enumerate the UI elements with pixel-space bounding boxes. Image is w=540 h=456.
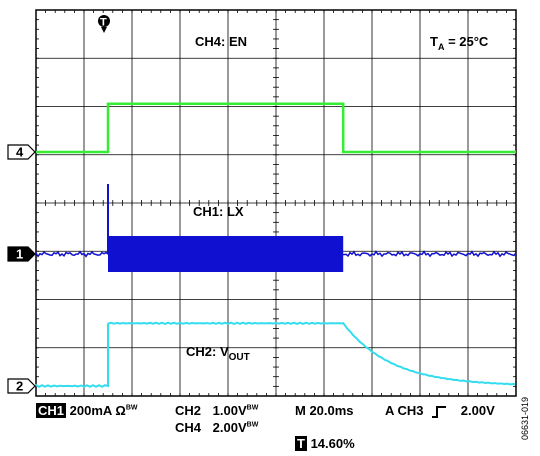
- trigger-position: T 14.60%: [295, 436, 355, 451]
- trigger-level: 2.00V: [460, 403, 495, 418]
- channel-marker-shape: [7, 144, 36, 160]
- channel-marker-label: 1: [16, 247, 23, 262]
- ch1-label: CH1: LX: [193, 204, 244, 219]
- bw-mark: BW: [246, 421, 259, 429]
- temperature-annotation-value: = 25°C: [444, 34, 488, 49]
- timebase: M 20.0ms: [295, 403, 354, 418]
- trigger-position-value: 14.60%: [310, 436, 355, 451]
- channel-4-marker: 4: [7, 144, 36, 160]
- bw-mark: BW: [125, 404, 138, 412]
- ch1-lx-burst: [108, 236, 344, 272]
- rising-edge-icon: [432, 405, 447, 418]
- ch4-scale: 2.00V: [212, 420, 247, 435]
- channel-1-marker: 1: [7, 246, 36, 262]
- trigger-marker-icon: [98, 15, 110, 27]
- trigger-source: A CH3 2.00V: [385, 403, 495, 418]
- trigger-arrow-icon: [101, 27, 107, 33]
- ch2-status: CH2 1.00VBW: [175, 403, 258, 418]
- ch2-label: CH2: [175, 403, 202, 418]
- temperature-annotation-sub: A: [438, 42, 445, 52]
- temperature-annotation: TA = 25°C: [430, 34, 489, 52]
- trigger-t-icon: T: [295, 436, 307, 451]
- ch4-label: CH4: [175, 420, 202, 435]
- ch4-label: CH4: EN: [195, 34, 247, 49]
- status-line-1: CH1 200mA ΩBW: [36, 403, 138, 418]
- channel-2-marker: 2: [7, 378, 36, 394]
- ch2-scale: 1.00V: [212, 403, 247, 418]
- ch4-status: CH4 2.00VBW: [175, 420, 258, 435]
- ch2-vout-trace: [35, 321, 516, 388]
- channel-marker-label: 2: [16, 379, 23, 394]
- ch1-tag: CH1: [36, 403, 67, 418]
- ohm-symbol: Ω: [115, 403, 126, 418]
- ch4-en-trace: [36, 102, 516, 154]
- channel-marker-shape: [7, 378, 36, 394]
- figure-id: 06631-019: [520, 396, 530, 440]
- ch1-scale: 200mA: [69, 403, 112, 418]
- bw-mark: BW: [246, 404, 259, 412]
- channel-marker-shape: [7, 246, 36, 262]
- trigger-marker-label: T: [100, 17, 107, 29]
- channel-marker-label: 4: [16, 145, 24, 160]
- ch2-label-sub: OUT: [229, 352, 250, 363]
